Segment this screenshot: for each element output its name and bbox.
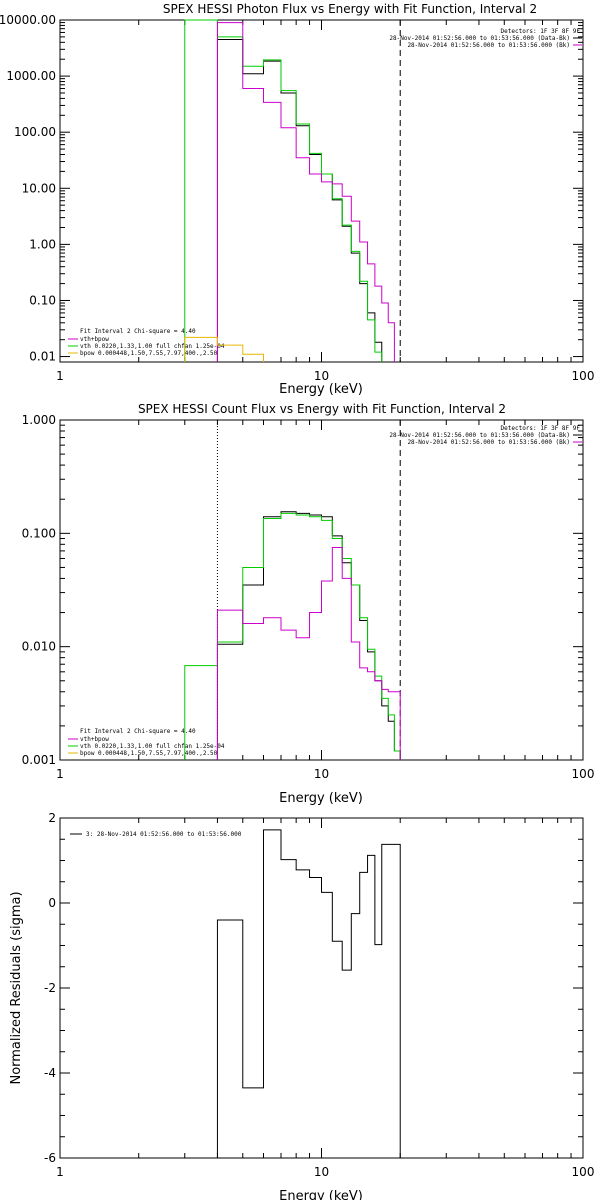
- legend-detectors: Detectors: 1F 3F 8F 9F: [501, 425, 581, 432]
- y-tick-label: -6: [44, 1151, 56, 1165]
- chart-title: SPEX HESSI Photon Flux vs Energy with Fi…: [163, 2, 537, 16]
- series-data-line: [216, 38, 383, 362]
- series-data-line: [216, 511, 401, 760]
- series-total_fit-line: [216, 22, 395, 362]
- legend-total-fit: vth+bpow: [80, 336, 109, 343]
- y-tick-label: -4: [44, 1066, 56, 1080]
- legend-bk: 28-Nov-2014 01:52:56.000 to 01:53:56.000…: [407, 42, 570, 49]
- x-tick-label: 10: [314, 1165, 329, 1179]
- y-tick-label: 1.00: [29, 237, 56, 251]
- legend-detectors: Detectors: 1F 3F 8F 9F: [501, 28, 581, 35]
- y-tick-label: 0.001: [22, 753, 56, 767]
- y-tick-label: 1000.00: [6, 69, 56, 83]
- series-vth-line: [184, 19, 383, 362]
- legend-fit-interval: Fit Interval 2 Chi-square = 4.40: [80, 728, 196, 735]
- legend-residual: 3: 28-Nov-2014 01:52:56.000 to 01:53:56.…: [86, 831, 242, 838]
- plot-frame: [59, 817, 584, 1159]
- y-tick-label: 2: [48, 811, 56, 825]
- x-tick-label: 1: [56, 767, 64, 781]
- series-vth-line: [184, 512, 401, 760]
- residuals-panel: Energy (keV) Normalized Residuals (sigma…: [9, 811, 594, 1200]
- y-tick-label: 0.100: [22, 526, 56, 540]
- y-tick-label: 0.10: [29, 293, 56, 307]
- y-tick-label: 0.010: [22, 640, 56, 654]
- x-tick-label: 100: [572, 369, 595, 383]
- y-tick-label: -2: [44, 981, 56, 995]
- x-tick-label: 10: [314, 767, 329, 781]
- y-tick-label: 1.000: [22, 413, 56, 427]
- legend-total-fit: vth+bpow: [80, 736, 109, 743]
- x-axis-label: Energy (keV): [279, 1189, 363, 1200]
- y-tick-label: 10.00: [22, 181, 56, 195]
- count-flux-panel: SPEX HESSI Count Flux vs Energy with Fit…: [22, 402, 595, 806]
- legend-data-bk: 28-Nov-2014 01:52:56.000 to 01:53:56.000…: [389, 432, 570, 439]
- x-tick-label: 100: [572, 1165, 595, 1179]
- y-tick-label: 10000.00: [0, 13, 56, 27]
- y-tick-label: 0: [48, 896, 56, 910]
- x-tick-label: 1: [56, 1165, 64, 1179]
- x-tick-label: 1: [56, 369, 64, 383]
- x-tick-label: 10: [314, 369, 329, 383]
- photon-flux-panel: SPEX HESSI Photon Flux vs Energy with Fi…: [0, 2, 594, 397]
- series-total_fit-line: [216, 546, 401, 760]
- y-axis-label: Normalized Residuals (sigma): [9, 891, 24, 1084]
- x-axis-label: Energy (keV): [279, 382, 363, 397]
- legend-bpow: bpow 0.000448,1.50,7.55,7.97,400.,2.50: [80, 750, 218, 757]
- x-axis-label: Energy (keV): [279, 791, 363, 806]
- series-data-line: [216, 829, 401, 1158]
- legend-bpow: bpow 0.000448,1.50,7.55,7.97,400.,2.50: [80, 350, 218, 357]
- legend-fit-interval: Fit Interval 2 Chi-square = 4.40: [80, 328, 196, 335]
- y-tick-label: 100.00: [14, 125, 56, 139]
- x-tick-label: 100: [572, 767, 595, 781]
- legend-data-bk: 28-Nov-2014 01:52:56.000 to 01:53:56.000…: [389, 35, 570, 42]
- legend-vth: vth 0.0220,1.33,1.00 full chfan 1.25e-04: [80, 343, 225, 350]
- chart-title: SPEX HESSI Count Flux vs Energy with Fit…: [138, 402, 506, 416]
- legend-vth: vth 0.0220,1.33,1.00 full chfan 1.25e-04: [80, 743, 225, 750]
- series-bpow-line: [184, 336, 264, 362]
- plot-frame: [59, 19, 584, 363]
- legend-bk: 28-Nov-2014 01:52:56.000 to 01:53:56.000…: [407, 439, 570, 446]
- y-tick-label: 0.01: [29, 350, 56, 364]
